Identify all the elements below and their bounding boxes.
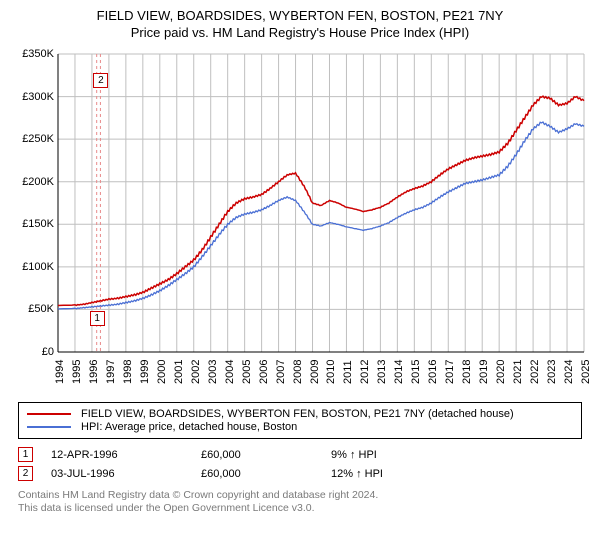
x-axis-label: 2012 — [359, 360, 371, 384]
x-axis-label: 2022 — [529, 360, 541, 384]
titles: FIELD VIEW, BOARDSIDES, WYBERTON FEN, BO… — [10, 8, 590, 40]
sale-marker: 2 — [93, 73, 108, 88]
x-axis-label: 1998 — [122, 360, 134, 384]
x-axis-label: 2018 — [461, 360, 473, 384]
x-axis-label: 2023 — [546, 360, 558, 384]
x-axis-label: 2001 — [173, 360, 185, 384]
sale-delta: 9% ↑ HPI — [331, 449, 377, 461]
legend: FIELD VIEW, BOARDSIDES, WYBERTON FEN, BO… — [18, 402, 582, 439]
x-axis-label: 1994 — [54, 360, 66, 384]
x-axis-label: 2024 — [563, 360, 575, 384]
sale-date: 12-APR-1996 — [51, 449, 201, 461]
x-axis-label: 1995 — [71, 360, 83, 384]
x-axis-label: 2025 — [580, 360, 592, 384]
y-axis-label: £50K — [28, 303, 54, 315]
x-axis-label: 2013 — [376, 360, 388, 384]
y-axis-label: £350K — [22, 48, 54, 60]
x-axis-label: 2017 — [444, 360, 456, 384]
x-axis-label: 2010 — [325, 360, 337, 384]
x-axis-label: 2004 — [224, 360, 236, 384]
legend-swatch — [27, 426, 71, 428]
x-axis-label: 2014 — [393, 360, 405, 384]
x-axis-label: 2006 — [258, 360, 270, 384]
x-axis-label: 2002 — [190, 360, 202, 384]
sale-row: 1 12-APR-1996£60,0009% ↑ HPI — [18, 445, 582, 464]
x-axis-label: 2003 — [207, 360, 219, 384]
y-axis-label: £150K — [22, 218, 54, 230]
title-main: FIELD VIEW, BOARDSIDES, WYBERTON FEN, BO… — [10, 8, 590, 23]
sales-table: 1 12-APR-1996£60,0009% ↑ HPI 2 03-JUL-1996£… — [18, 445, 582, 483]
chart-area: £0 £50K £100K £150K £200K £250K £300K £350K 199… — [10, 46, 590, 396]
x-axis-label: 1996 — [88, 360, 100, 384]
footer-line-2: This data is licensed under the Open Gov… — [18, 502, 582, 515]
y-axis-label: £100K — [22, 261, 54, 273]
footer-attribution: Contains HM Land Registry data © Crown c… — [18, 489, 582, 515]
sale-marker: 1 — [90, 311, 105, 326]
x-axis-label: 2000 — [156, 360, 168, 384]
y-axis-label: £300K — [22, 91, 54, 103]
x-axis-label: 2008 — [292, 360, 304, 384]
footer-line-1: Contains HM Land Registry data © Crown c… — [18, 489, 582, 502]
chart-container: FIELD VIEW, BOARDSIDES, WYBERTON FEN, BO… — [0, 0, 600, 560]
sale-row: 2 03-JUL-1996£60,00012% ↑ HPI — [18, 464, 582, 483]
x-axis-label: 1999 — [139, 360, 151, 384]
legend-label: HPI: Average price, detached house, Bost… — [81, 421, 297, 433]
line-chart-svg — [10, 46, 590, 396]
y-axis-label: £200K — [22, 176, 54, 188]
x-axis-label: 2016 — [427, 360, 439, 384]
sale-price: £60,000 — [201, 449, 331, 461]
sale-price: £60,000 — [201, 468, 331, 480]
legend-label: FIELD VIEW, BOARDSIDES, WYBERTON FEN, BO… — [81, 408, 514, 420]
sale-delta: 12% ↑ HPI — [331, 468, 383, 480]
x-axis-label: 2011 — [342, 360, 354, 384]
sale-date: 03-JUL-1996 — [51, 468, 201, 480]
title-sub: Price paid vs. HM Land Registry's House … — [10, 25, 590, 40]
x-axis-label: 2019 — [478, 360, 490, 384]
y-axis-label: £0 — [42, 346, 54, 358]
x-axis-label: 2007 — [275, 360, 287, 384]
legend-item: FIELD VIEW, BOARDSIDES, WYBERTON FEN, BO… — [27, 408, 573, 420]
sale-row-marker: 2 — [18, 466, 33, 481]
x-axis-label: 2015 — [410, 360, 422, 384]
x-axis-label: 2021 — [512, 360, 524, 384]
y-axis-label: £250K — [22, 133, 54, 145]
legend-item: HPI: Average price, detached house, Bost… — [27, 421, 573, 433]
x-axis-label: 1997 — [105, 360, 117, 384]
sale-row-marker: 1 — [18, 447, 33, 462]
legend-swatch — [27, 413, 71, 415]
x-axis-label: 2020 — [495, 360, 507, 384]
x-axis-label: 2009 — [309, 360, 321, 384]
x-axis-label: 2005 — [241, 360, 253, 384]
